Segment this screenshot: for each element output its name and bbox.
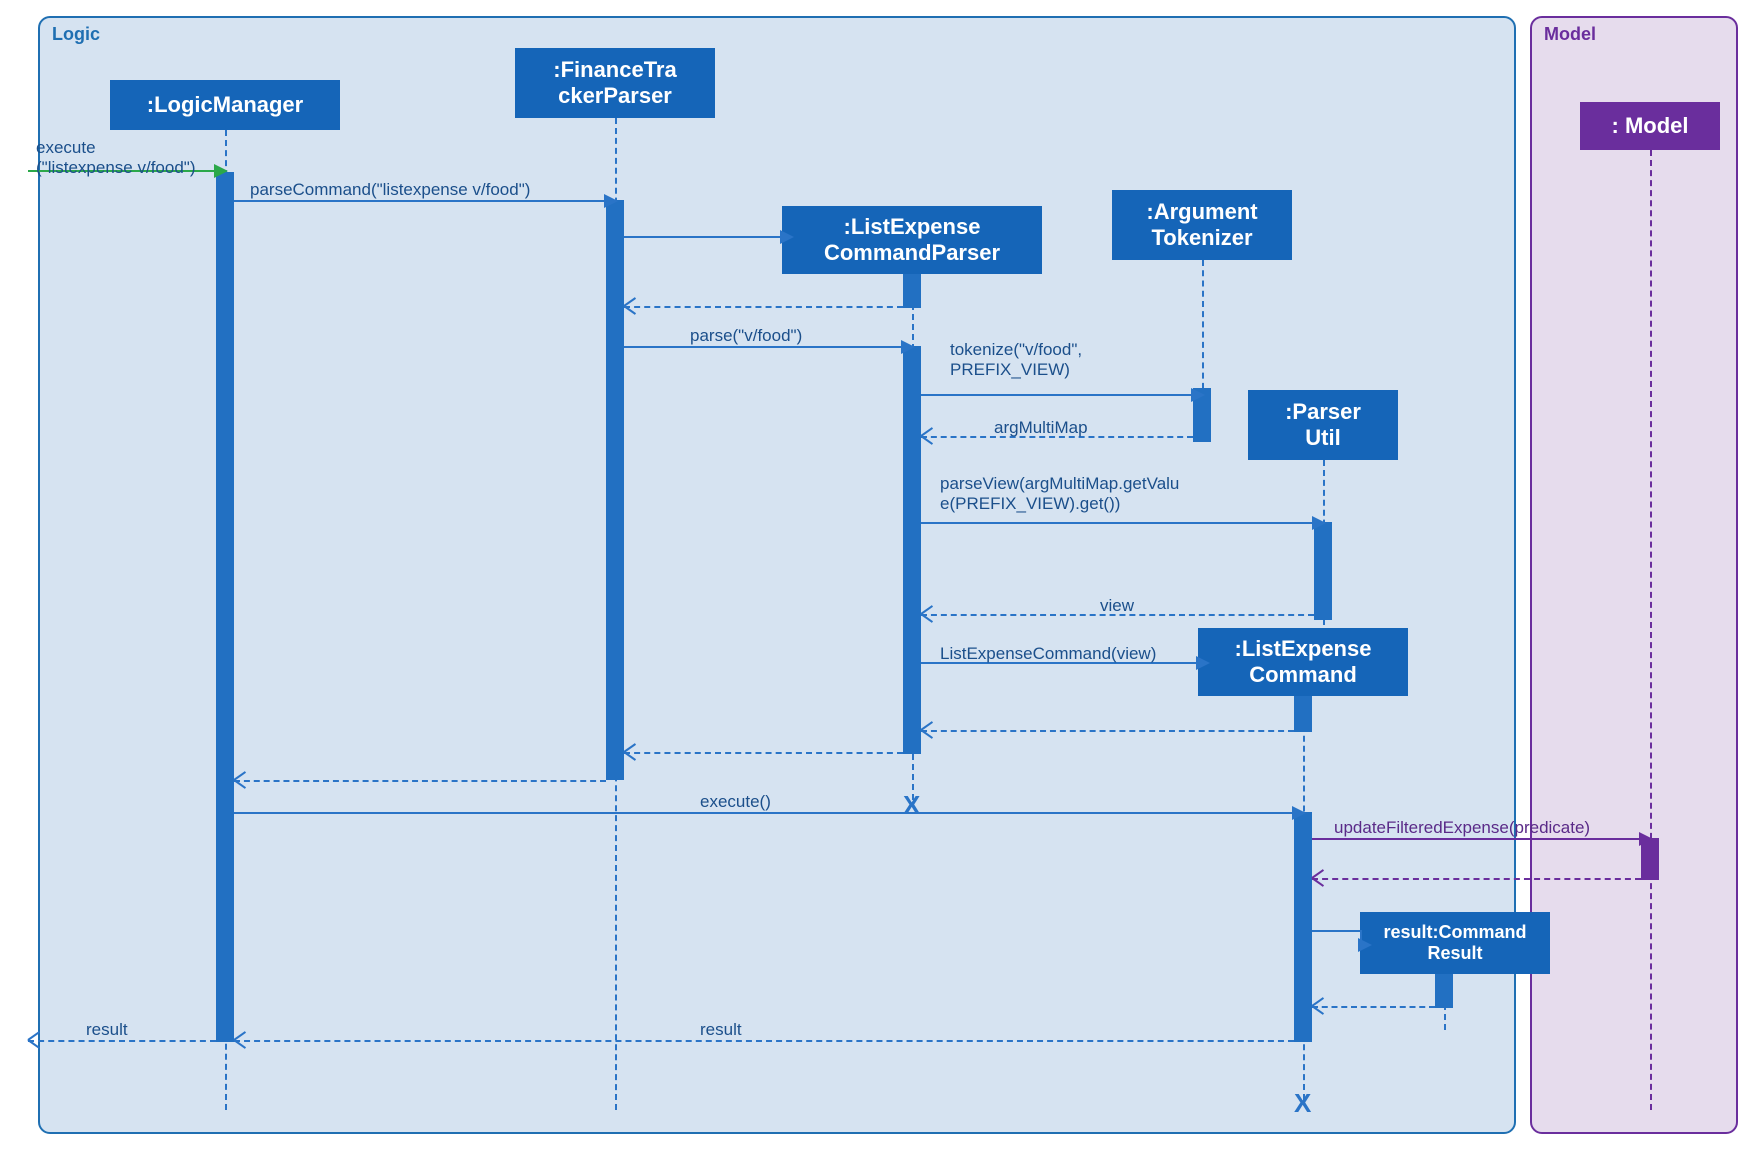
destroy-lep: X: [903, 790, 920, 821]
msg-ret-cmdResult: [1312, 1006, 1435, 1008]
act-listExpParser-1: [903, 274, 921, 308]
participant-listExpParser: :ListExpense CommandParser: [782, 206, 1042, 274]
msg-ListExpCmd-label: ListExpenseCommand(view): [940, 644, 1156, 664]
msg-ret-ListExpCmd: [921, 730, 1294, 732]
participant-argTokenizer: :Argument Tokenizer: [1112, 190, 1292, 260]
msg-execute: [234, 812, 1294, 814]
msg-ret-lep-create: [624, 306, 903, 308]
participant-parserUtil: :Parser Util: [1248, 390, 1398, 460]
frame-label-logic: Logic: [52, 24, 100, 45]
msg-tokenize-label: tokenize("v/food", PREFIX_VIEW): [950, 340, 1082, 380]
participant-logicManager: :LogicManager: [110, 80, 340, 130]
msg-parseCommand: [234, 200, 606, 202]
msg-ListExpCmd-arrow: [1196, 656, 1210, 670]
msg-tokenize: [921, 394, 1193, 396]
lifeline-model: [1650, 150, 1652, 1110]
act-financeParser: [606, 200, 624, 780]
act-logicManager: [216, 172, 234, 1042]
msg-parseCommand-arrow: [604, 194, 618, 208]
msg-ret-parseCommand: [234, 780, 606, 782]
msg-parse-label: parse("v/food"): [690, 326, 802, 346]
msg-result-back-label: result: [700, 1020, 742, 1040]
msg-parseView-label: parseView(argMultiMap.getValu e(PREFIX_V…: [940, 474, 1179, 514]
participant-model: : Model: [1580, 102, 1720, 150]
destroy-lec: X: [1294, 1088, 1311, 1119]
frame-label-model: Model: [1544, 24, 1596, 45]
msg-updateFiltered: [1312, 838, 1641, 840]
act-listExpParser-2: [903, 346, 921, 754]
participant-cmdResult: result:Command Result: [1360, 912, 1550, 974]
sequence-diagram: Logic Model :LogicManager :FinanceTra ckerP…: [10, 10, 1742, 1146]
msg-parse-arrow: [901, 340, 915, 354]
msg-create-cmdResult-top: [1312, 930, 1360, 932]
msg-result-back: [234, 1040, 1294, 1042]
msg-parseCommand-label: parseCommand("listexpense v/food"): [250, 180, 530, 200]
msg-argMultiMap-label: argMultiMap: [994, 418, 1088, 438]
msg-execute-arrow: [1292, 806, 1306, 820]
act-listExpCmd-1: [1294, 696, 1312, 732]
msg-tokenize-arrow: [1191, 388, 1205, 402]
msg-parse: [624, 346, 903, 348]
msg-execute-in-arrow: [214, 164, 228, 178]
msg-create-lep: [624, 236, 782, 238]
act-cmdResult: [1435, 974, 1453, 1008]
msg-result-out: [28, 1040, 216, 1042]
msg-execute-in-label: execute ("listexpense v/food"): [36, 138, 195, 178]
msg-updateFiltered-arrow: [1639, 832, 1653, 846]
msg-view-label: view: [1100, 596, 1134, 616]
act-listExpCmd-2: [1294, 812, 1312, 1042]
msg-ret-parse: [624, 752, 903, 754]
msg-result-out-label: result: [86, 1020, 128, 1040]
msg-create-lep-arrow: [780, 230, 794, 244]
msg-parseView-arrow: [1312, 516, 1326, 530]
participant-listExpCmd: :ListExpense Command: [1198, 628, 1408, 696]
msg-parseView: [921, 522, 1314, 524]
participant-financeParser: :FinanceTra ckerParser: [515, 48, 715, 118]
msg-ret-model: [1312, 878, 1641, 880]
msg-create-cmdResult-arrow: [1358, 938, 1372, 952]
frame-model: Model: [1530, 16, 1738, 1134]
msg-execute-label: execute(): [700, 792, 771, 812]
act-parserUtil: [1314, 522, 1332, 620]
msg-updateFiltered-label: updateFilteredExpense(predicate): [1334, 818, 1590, 838]
